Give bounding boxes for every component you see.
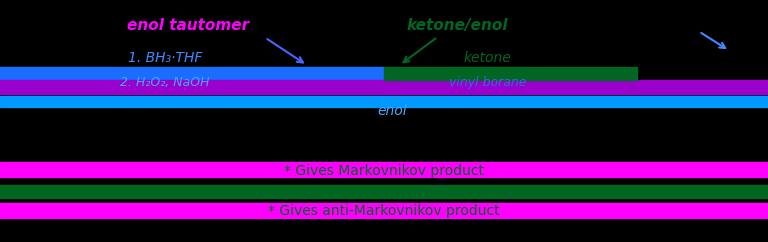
Bar <box>0 67 384 80</box>
Bar <box>0 203 768 218</box>
Text: enol tautomer: enol tautomer <box>127 18 250 33</box>
Text: enol: enol <box>377 104 406 118</box>
Text: vinyl borane: vinyl borane <box>449 76 526 89</box>
Bar <box>0 96 768 107</box>
Text: ketone/enol: ketone/enol <box>406 18 508 33</box>
Bar <box>384 67 637 80</box>
Text: 2. H₂O₂, NaOH: 2. H₂O₂, NaOH <box>121 76 210 89</box>
Text: ketone: ketone <box>464 51 511 65</box>
Bar <box>0 162 768 177</box>
Text: 1. BH₃·THF: 1. BH₃·THF <box>128 51 202 65</box>
Bar <box>0 80 768 94</box>
Bar <box>0 184 768 198</box>
Text: * Gives Markovnikov product: * Gives Markovnikov product <box>284 164 484 178</box>
Text: * Gives anti-Markovnikov product: * Gives anti-Markovnikov product <box>268 204 500 218</box>
